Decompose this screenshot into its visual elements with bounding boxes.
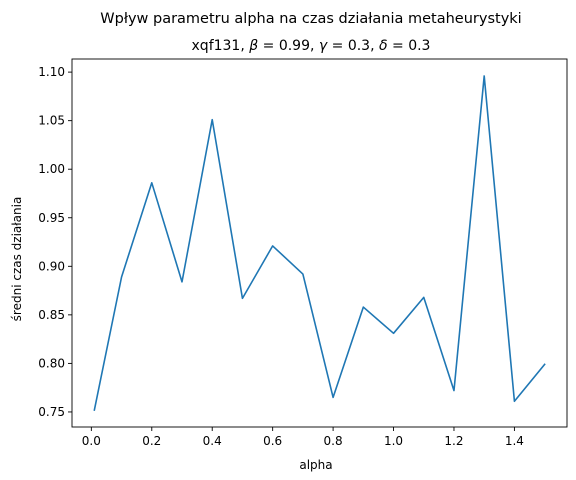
- figure-suptitle: Wpływ parametru alpha na czas działania …: [100, 11, 521, 27]
- y-tick-label: 0.95: [38, 211, 65, 225]
- y-tick-label: 0.75: [38, 405, 65, 419]
- y-tick-label: 1.05: [38, 114, 65, 128]
- chart-title: xqf131, β = 0.99, γ = 0.3, δ = 0.3: [192, 38, 431, 54]
- axes-frame: [71, 58, 568, 428]
- x-tick-label: 1.4: [505, 434, 524, 448]
- x-tick-label: 0.2: [142, 434, 161, 448]
- y-tick-label: 0.80: [38, 356, 65, 370]
- x-tick-label: 1.0: [384, 434, 403, 448]
- y-tick-label: 1.00: [38, 162, 65, 176]
- x-tick-label: 0.6: [263, 434, 282, 448]
- y-axis-label: średni czas działania: [10, 197, 24, 322]
- plot-area: 0.0 0.2 0.4 0.6 0.8 1.0 1.2 1.4 0.75 0.80 0.85 0.90…: [38, 58, 568, 448]
- x-tick-label: 1.2: [444, 434, 463, 448]
- x-tick-label: 0.0: [82, 434, 101, 448]
- x-axis-label: alpha: [299, 458, 332, 472]
- x-tick-label: 0.8: [324, 434, 343, 448]
- y-tick-label: 0.85: [38, 308, 65, 322]
- series-line-0: [93, 75, 546, 411]
- x-tick-label: 0.4: [203, 434, 222, 448]
- y-tick-label: 0.90: [38, 259, 65, 273]
- y-tick-label: 1.10: [38, 65, 65, 79]
